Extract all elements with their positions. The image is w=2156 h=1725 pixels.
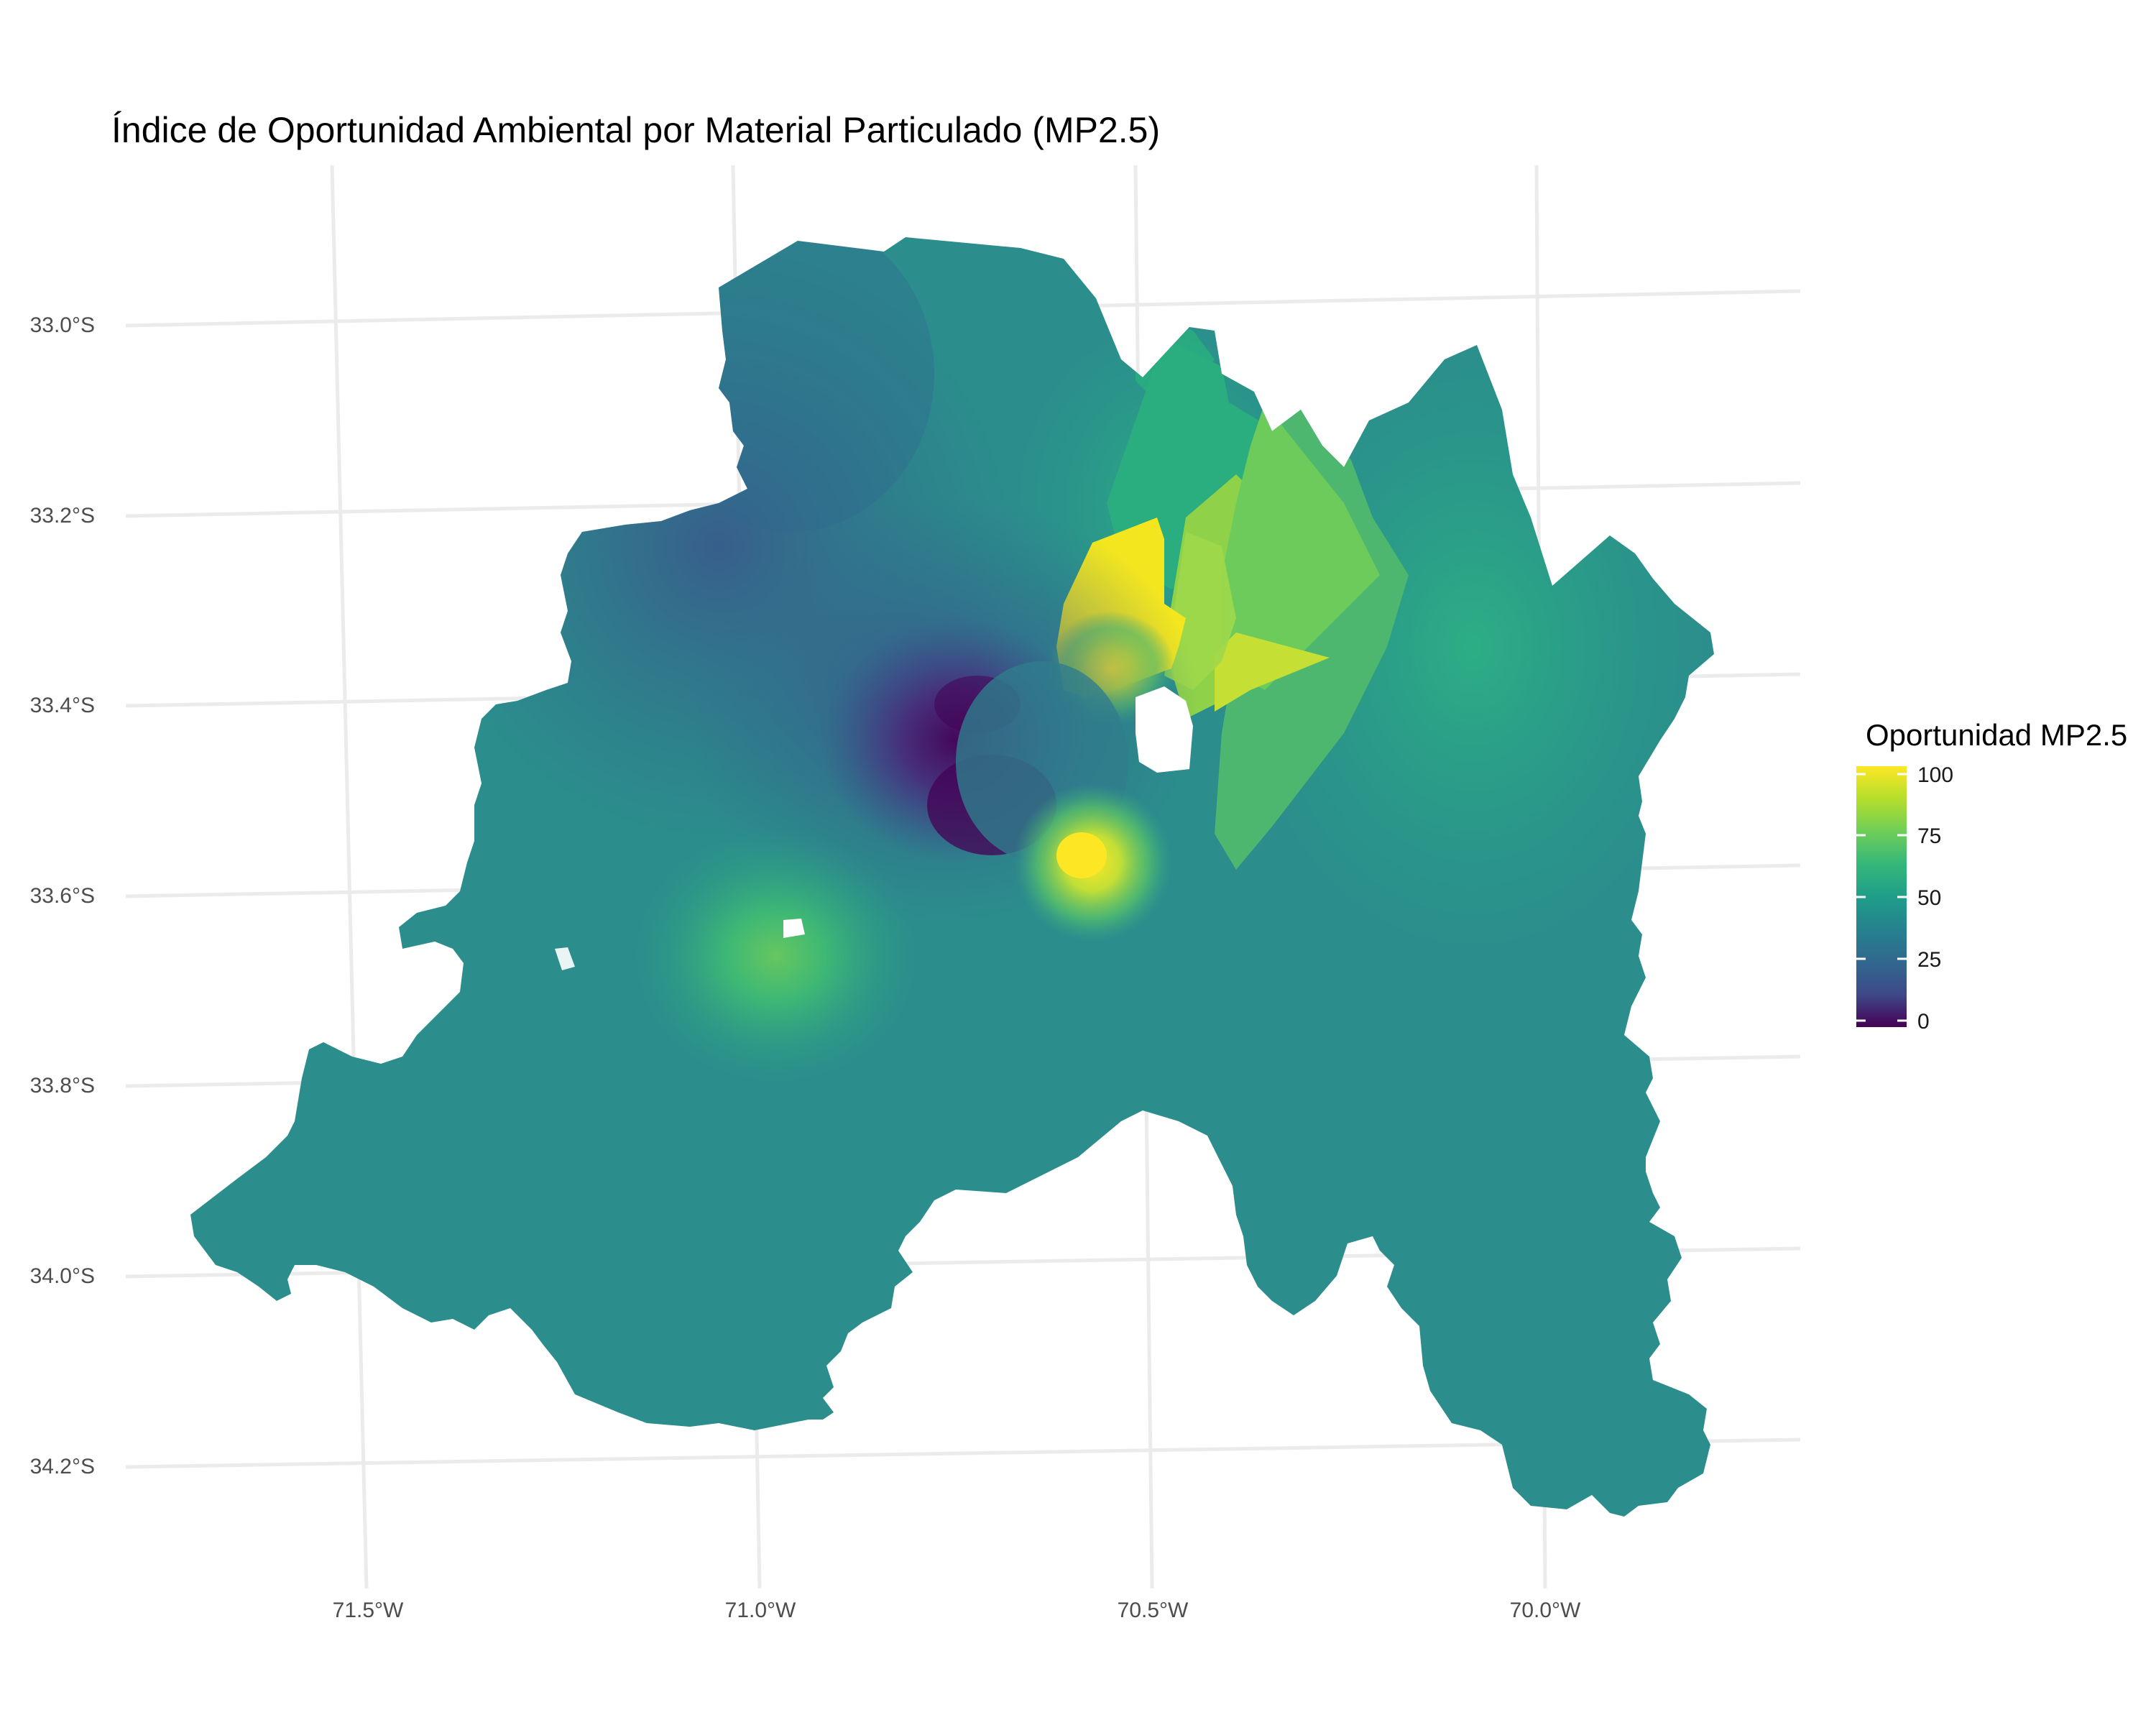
lat-label-33-8: 33.8°S — [30, 1074, 95, 1098]
map-title: Índice de Oportunidad Ambiental por Mate… — [111, 110, 1160, 150]
zone-north-low — [647, 237, 934, 532]
zone-yellow-south-core — [1056, 832, 1107, 878]
legend-label-100: 100 — [1917, 763, 1953, 787]
region-map — [190, 237, 1714, 1517]
zone-northeast-wedge — [1107, 338, 1344, 589]
no-data-area-east — [1135, 686, 1193, 773]
legend-label-0: 0 — [1917, 1010, 1930, 1034]
no-data-area-southwest — [783, 919, 805, 938]
zone-green-southwest — [632, 827, 920, 1085]
lon-label-70-0: 70.0°W — [1510, 1598, 1581, 1622]
lon-label-70-5: 70.5°W — [1118, 1598, 1189, 1622]
lon-label-71-0: 71.0°W — [725, 1598, 796, 1622]
legend: Oportunidad MP2.5 100 75 50 25 0 — [1856, 718, 2127, 1034]
longitude-axis: 71.5°W 71.0°W 70.5°W 70.0°W — [333, 1598, 1581, 1622]
lat-label-34-2: 34.2°S — [30, 1455, 95, 1478]
legend-label-50: 50 — [1917, 886, 1941, 910]
gridline-lon-71-5 — [330, 165, 369, 1589]
legend-label-75: 75 — [1917, 824, 1941, 848]
zone-wedge-spike — [1215, 632, 1330, 712]
legend-title: Oportunidad MP2.5 — [1866, 718, 2127, 752]
lat-label-33-6: 33.6°S — [30, 884, 95, 908]
legend-ticks — [1856, 773, 1907, 1022]
lat-label-34-0: 34.0°S — [30, 1264, 95, 1288]
latitude-axis: 33.0°S 33.2°S 33.4°S 33.6°S 33.8°S 34.0°… — [30, 313, 95, 1478]
legend-label-25: 25 — [1917, 948, 1941, 972]
zone-wedge-green-mid — [1222, 402, 1380, 690]
lat-label-33-4: 33.4°S — [30, 694, 95, 717]
lon-label-71-5: 71.5°W — [333, 1598, 404, 1622]
no-data-area-west — [555, 947, 575, 970]
lat-label-33-2: 33.2°S — [30, 504, 95, 528]
lat-label-33-0: 33.0°S — [30, 313, 95, 337]
